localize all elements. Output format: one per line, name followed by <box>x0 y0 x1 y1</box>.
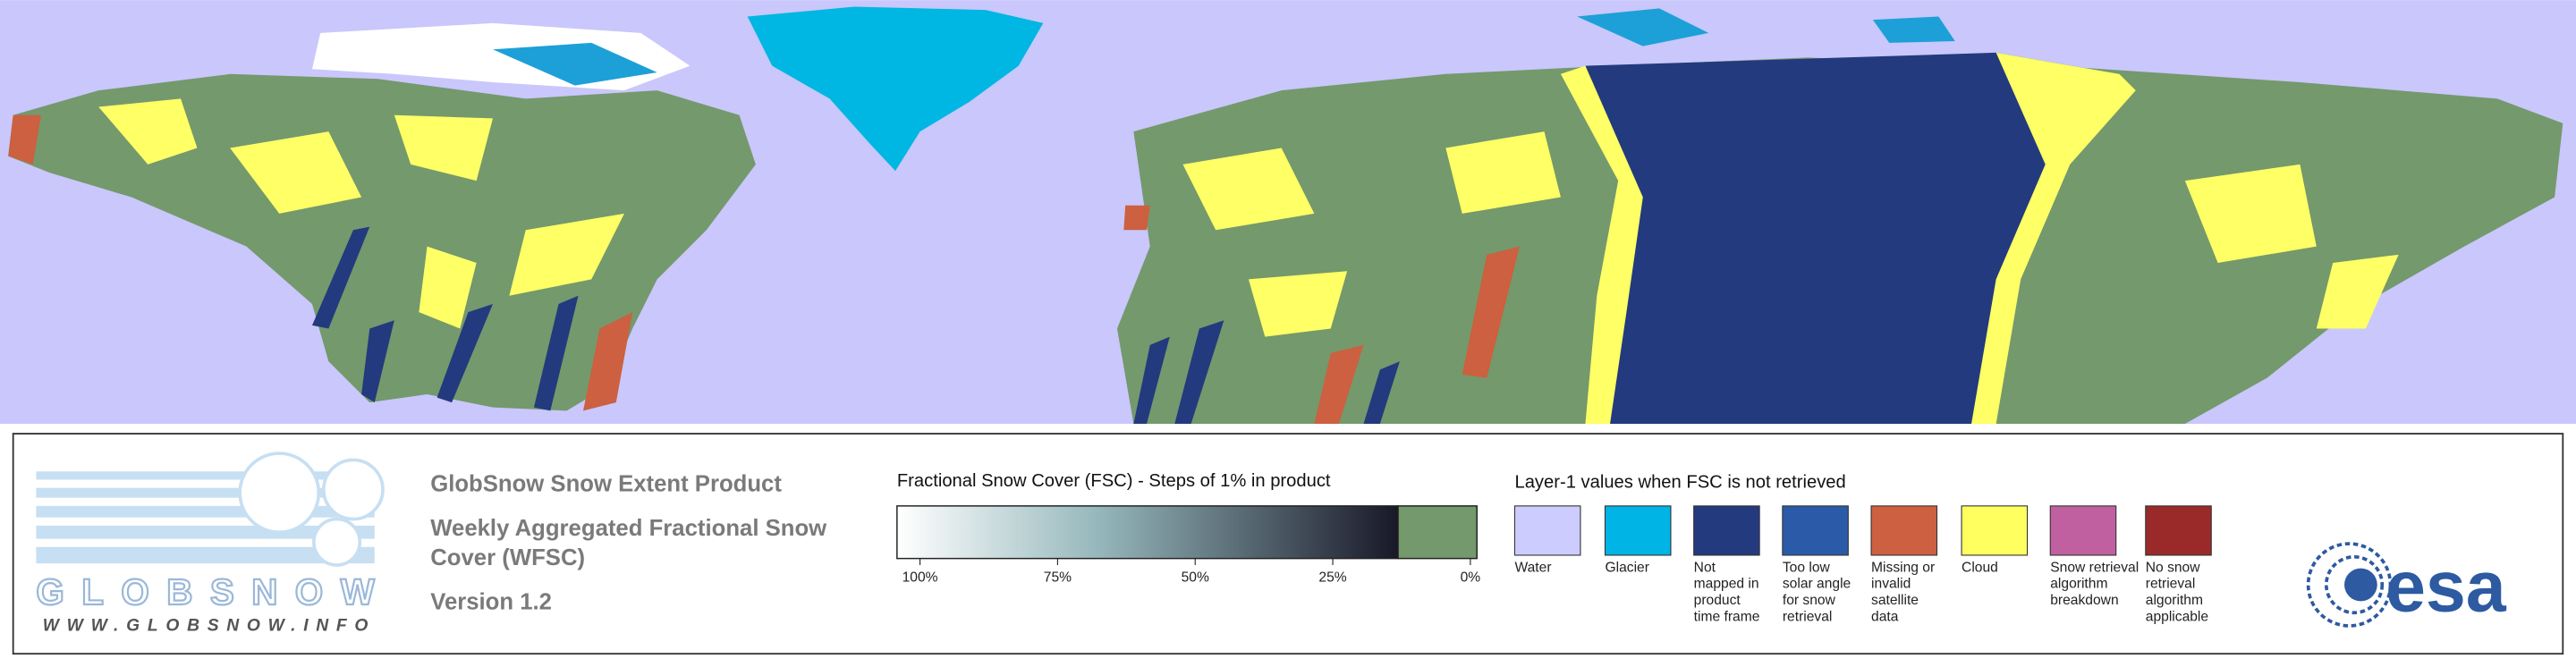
legend-swatch <box>1604 505 1672 556</box>
legend-label: No snow retrieval algorithm applicable <box>2145 558 2209 625</box>
legend-swatch <box>2145 505 2212 556</box>
legend-swatch <box>2049 505 2117 556</box>
legend-items: Water Glacier Not mapped in product time f… <box>1513 505 2212 625</box>
legend-label: Water <box>1514 558 1552 575</box>
legend-label-box: Not mapped in product time frame <box>1693 558 1760 625</box>
legend-swatch <box>1513 505 1581 556</box>
legend-label-box: Glacier <box>1605 558 1649 575</box>
legend-label: Missing or invalid satellite data <box>1871 558 1936 625</box>
product-version: Version 1.2 <box>430 590 552 615</box>
legend-label: Too low solar angle for snow retrieval <box>1782 558 1852 625</box>
legend-label-box: Missing or invalid satellite data <box>1871 558 1936 625</box>
legend-label: Cloud <box>1962 558 1998 575</box>
legend-label: Not mapped in product time frame <box>1693 558 1760 625</box>
legend-label-box: No snow retrieval algorithm applicable <box>2145 558 2209 625</box>
legend-label-box: Too low solar angle for snow retrieval <box>1782 558 1852 625</box>
esa-logo: esa <box>2306 542 2507 628</box>
legend-swatch <box>1782 505 1849 556</box>
product-subtitle-box: Weekly Aggregated Fractional Snow Cover … <box>430 514 827 570</box>
product-subtitle: Weekly Aggregated Fractional Snow Cover … <box>430 514 827 570</box>
fsc-tick-label: 50% <box>1182 570 1209 585</box>
fsc-zero-swatch <box>1397 505 1478 560</box>
legend-swatch <box>1961 505 2029 556</box>
product-title: GlobSnow Snow Extent Product <box>430 471 782 496</box>
legend-title: Layer-1 values when FSC is not retrieved <box>1514 473 1845 493</box>
fsc-tick-label: 75% <box>1044 570 1072 585</box>
legend-label: Snow retrieval algorithm breakdown <box>2050 558 2140 608</box>
legend-label: Glacier <box>1605 558 1649 575</box>
fsc-tick-label: 100% <box>902 570 938 585</box>
esa-text: esa <box>2385 546 2507 627</box>
legend-swatch <box>1870 505 1938 556</box>
fsc-title: Fractional Snow Cover (FSC) - Steps of 1… <box>897 471 1331 491</box>
legend-label-box: Cloud <box>1962 558 1998 575</box>
snow-map <box>0 0 2576 425</box>
fsc-colorbar <box>896 505 1399 560</box>
legend-swatch <box>1693 505 1760 556</box>
fsc-tick-label: 0% <box>1461 570 1481 585</box>
fsc-ticks: 100% 75% 50% 25% 0% <box>902 558 1481 585</box>
legend-label-box: Water <box>1514 558 1552 575</box>
fsc-tick-label: 25% <box>1318 570 1346 585</box>
legend-label-box: Snow retrieval algorithm breakdown <box>2050 558 2140 608</box>
